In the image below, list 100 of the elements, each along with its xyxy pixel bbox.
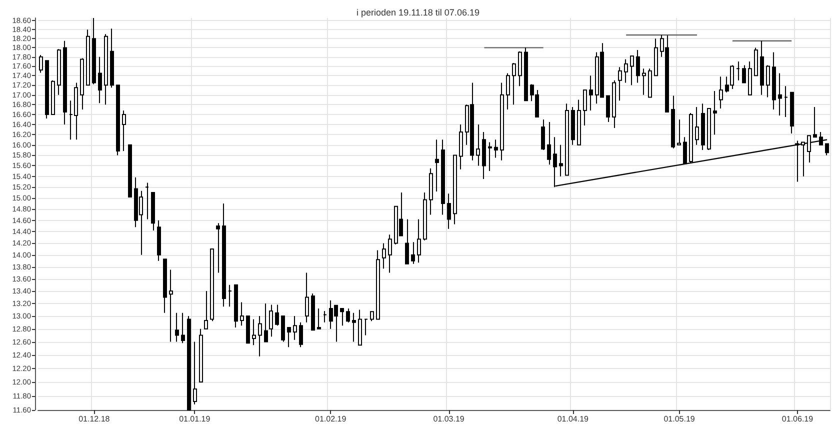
candlestick bbox=[518, 50, 522, 87]
candlestick bbox=[790, 92, 794, 134]
candlestick bbox=[813, 106, 817, 138]
candlestick bbox=[216, 222, 220, 274]
candlestick bbox=[39, 54, 43, 74]
candlestick bbox=[187, 316, 191, 410]
candlestick bbox=[305, 272, 309, 323]
candlestick bbox=[701, 103, 705, 150]
candlestick bbox=[488, 142, 492, 172]
candlestick bbox=[630, 55, 634, 86]
candlestick bbox=[411, 242, 415, 264]
candlestick bbox=[370, 311, 374, 322]
candlestick bbox=[358, 309, 362, 346]
candlestick bbox=[323, 310, 327, 323]
candlestick bbox=[671, 95, 675, 149]
candlestick bbox=[210, 248, 214, 322]
candlestick bbox=[92, 18, 96, 85]
candlestick bbox=[63, 40, 67, 125]
candlestick bbox=[281, 316, 285, 342]
candlestick bbox=[447, 193, 451, 230]
candlestick bbox=[417, 218, 421, 264]
candlestick bbox=[766, 64, 770, 98]
candlestick bbox=[258, 316, 262, 357]
candlestick bbox=[754, 47, 758, 76]
candlestick bbox=[234, 284, 238, 328]
candlestick bbox=[459, 124, 463, 170]
candlestick bbox=[736, 61, 740, 81]
candlestick bbox=[772, 52, 776, 110]
candlestick bbox=[122, 110, 126, 152]
candlestick bbox=[405, 218, 409, 264]
candlestick bbox=[299, 322, 303, 348]
candlestick bbox=[204, 290, 208, 330]
candlestick bbox=[57, 48, 61, 96]
candlestick bbox=[476, 124, 480, 166]
candlestick bbox=[240, 302, 244, 326]
candlestick bbox=[128, 144, 132, 198]
candlestick bbox=[346, 308, 350, 323]
chart-title: i perioden 19.11.18 til 07.06.19 bbox=[356, 8, 480, 18]
candlestick bbox=[163, 258, 167, 314]
candlestick bbox=[677, 118, 681, 146]
x-tick-label: 01.01.19 bbox=[179, 414, 211, 424]
candlestick bbox=[500, 82, 504, 161]
candlestick bbox=[293, 316, 297, 340]
x-tick-label: 01.05.19 bbox=[664, 414, 696, 424]
candlestick bbox=[784, 86, 788, 118]
candlestick bbox=[695, 106, 699, 146]
candlestick bbox=[571, 106, 575, 146]
x-tick-label: 01.02.19 bbox=[314, 414, 347, 424]
candlestick bbox=[45, 60, 49, 119]
candlestick bbox=[618, 66, 622, 102]
candlestick bbox=[388, 234, 392, 274]
candlestick bbox=[317, 308, 321, 330]
candlestick bbox=[742, 64, 746, 84]
candlestick bbox=[86, 29, 90, 86]
candlestick bbox=[151, 192, 155, 232]
candlestick bbox=[157, 220, 161, 262]
candlestick bbox=[648, 68, 652, 98]
candlestick bbox=[441, 139, 445, 216]
candlestick bbox=[453, 154, 457, 225]
candlestick bbox=[825, 143, 829, 156]
candlestick bbox=[512, 62, 516, 106]
candlestick bbox=[104, 34, 108, 106]
x-tick-label: 01.12.18 bbox=[78, 414, 110, 424]
candlestick bbox=[583, 89, 587, 126]
candlestick bbox=[801, 142, 805, 177]
candlestick bbox=[482, 132, 486, 180]
candlestick bbox=[506, 72, 510, 110]
candlestick bbox=[636, 49, 640, 84]
x-tick-label: 01.06.19 bbox=[782, 414, 814, 424]
candlestick bbox=[169, 269, 173, 342]
candlestick bbox=[541, 118, 545, 150]
candlestick bbox=[222, 203, 226, 308]
candlestick bbox=[364, 318, 368, 336]
candlestick bbox=[382, 242, 386, 270]
candlestick bbox=[707, 108, 711, 150]
candlestick bbox=[642, 68, 646, 96]
candlestick bbox=[252, 318, 256, 346]
candlestick bbox=[559, 144, 563, 177]
candlestick bbox=[778, 72, 782, 116]
candlestick bbox=[145, 182, 149, 220]
candlestick bbox=[606, 95, 610, 122]
candlestick bbox=[199, 328, 203, 383]
x-tick-label: 01.04.19 bbox=[557, 414, 590, 424]
candlestick bbox=[51, 80, 55, 115]
candlestick bbox=[340, 308, 344, 326]
candlestick bbox=[435, 139, 439, 192]
candlestick bbox=[748, 61, 752, 96]
candlestick bbox=[269, 304, 273, 338]
candlestick bbox=[352, 312, 356, 342]
candlestick bbox=[264, 302, 268, 342]
candlestick bbox=[565, 103, 569, 176]
candlestick bbox=[116, 84, 120, 156]
candlestick bbox=[429, 168, 433, 216]
candlestick bbox=[494, 139, 498, 158]
candlestick bbox=[228, 284, 232, 308]
candlestick bbox=[589, 75, 593, 111]
candlestick bbox=[246, 316, 250, 344]
candlestick bbox=[287, 327, 291, 348]
x-tick-label: 01.03.19 bbox=[433, 414, 465, 424]
candlestick bbox=[193, 341, 197, 405]
